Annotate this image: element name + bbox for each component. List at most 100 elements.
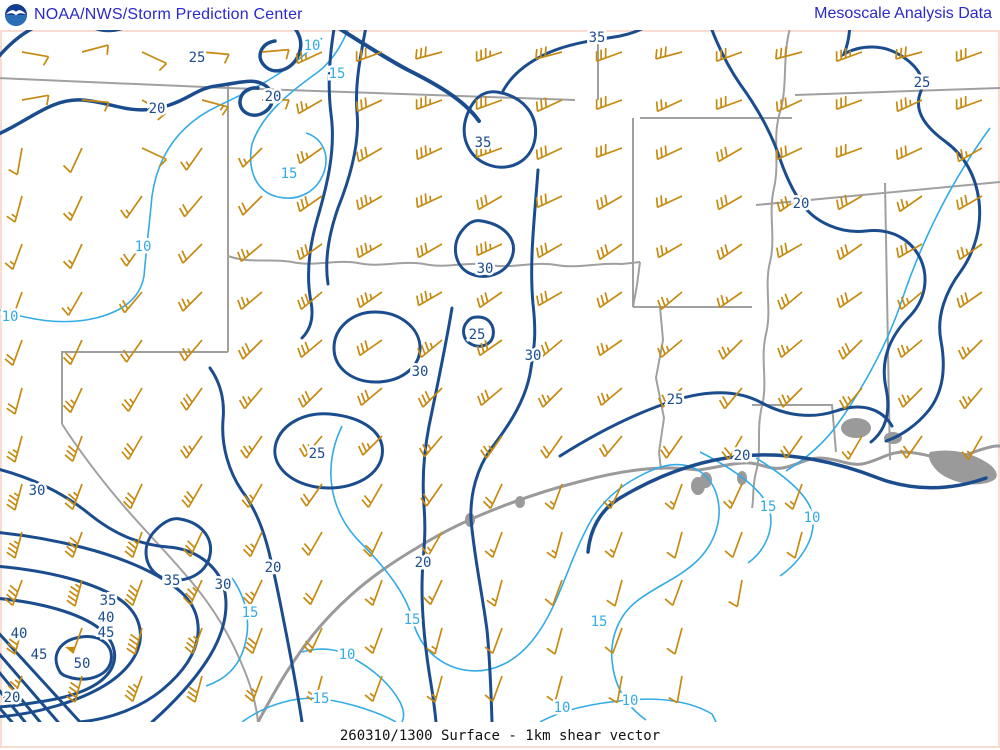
navy-contours <box>0 30 988 722</box>
contour-label-10: 10 <box>339 647 356 663</box>
wind-barb <box>721 435 743 460</box>
wind-barb <box>956 243 983 261</box>
contour-label-15: 15 <box>242 605 259 621</box>
contour-45 <box>0 597 117 709</box>
contour-20 <box>0 79 275 136</box>
wind-barb <box>836 243 863 261</box>
wind-barb <box>415 145 443 161</box>
wind-barb <box>364 675 383 703</box>
wind-barb <box>126 627 143 655</box>
wind-barb <box>124 531 143 559</box>
contour-15 <box>249 30 349 199</box>
coastline <box>256 418 1000 722</box>
wind-barb <box>296 243 323 261</box>
wind-barb <box>122 483 143 510</box>
contour-label-20: 20 <box>265 560 282 576</box>
nm-south-line <box>61 351 228 424</box>
contour-15 <box>205 577 249 687</box>
wind-barb <box>297 387 323 408</box>
contour-30 <box>300 30 336 340</box>
wind-barb <box>62 339 83 366</box>
wind-barb <box>295 51 323 65</box>
wind-barb <box>244 627 263 655</box>
wind-barb <box>480 435 503 459</box>
wind-barb <box>357 387 383 407</box>
wind-barb <box>666 531 683 559</box>
contour-20 <box>0 670 42 722</box>
wind-barb <box>426 675 443 703</box>
wind-barb <box>6 195 23 223</box>
wind-barb <box>602 483 623 510</box>
contour-label-35: 35 <box>164 573 181 589</box>
wind-barb <box>420 483 443 507</box>
wind-barb <box>298 435 323 458</box>
ky-tn-line <box>794 87 1000 96</box>
wind-barb <box>837 339 863 360</box>
wind-barb <box>356 194 383 211</box>
wind-barb <box>141 99 166 121</box>
contour-label-25: 25 <box>189 50 206 66</box>
wind-barb <box>177 243 203 264</box>
wind-barb <box>417 339 443 359</box>
wind-barb <box>895 145 923 161</box>
contour-label-35: 35 <box>589 30 606 46</box>
noaa-brand: NOAA/NWS/Storm Prediction Center <box>4 3 303 27</box>
contour-25 <box>558 391 894 458</box>
wind-barb <box>364 579 383 607</box>
wind-barb <box>62 387 83 414</box>
map-frame: 25 20 20 35 35 25 20 30 25 30 30 25 25 30 30 35 35 40 45 40… <box>0 30 1000 748</box>
wind-barb <box>182 531 203 558</box>
wind-barb <box>21 94 50 106</box>
wind-barb <box>537 339 563 359</box>
noaa-logo-icon <box>5 4 27 26</box>
wind-barb <box>540 435 563 459</box>
wind-barb <box>477 387 503 407</box>
wind-barb <box>897 387 923 408</box>
wind-barb <box>784 483 803 511</box>
contour-30 <box>0 468 228 722</box>
rio-grande <box>61 423 259 722</box>
wind-barb <box>415 95 443 111</box>
contour-label-25: 25 <box>309 446 326 462</box>
wind-barb <box>177 291 203 312</box>
wind-barb <box>897 339 923 359</box>
contour-label-50: 50 <box>74 656 91 672</box>
wind-barb <box>476 339 503 357</box>
wind-barb <box>956 194 983 211</box>
contour-20 <box>420 306 454 722</box>
wind-barb <box>956 147 983 163</box>
contour-25 <box>0 652 60 722</box>
wind-barb <box>777 387 803 408</box>
contour-label-40: 40 <box>11 626 28 642</box>
wind-barb <box>655 46 683 60</box>
map-caption: 260310/1300 Surface - 1km shear vector <box>339 728 661 744</box>
wind-barb <box>657 339 683 359</box>
wind-barb <box>716 291 743 309</box>
wind-barb <box>596 339 623 357</box>
wind-barb <box>4 579 23 607</box>
wind-barb <box>62 243 83 270</box>
wind-barb <box>180 387 203 411</box>
wind-barb <box>237 147 263 168</box>
contour-labels: 2520203535252030253030252530303535404540… <box>0 30 933 719</box>
wind-barb <box>657 387 683 408</box>
contour-25 <box>462 315 495 348</box>
state-borders <box>0 30 1000 722</box>
wind-barb <box>604 531 623 559</box>
contour-30 <box>469 168 540 722</box>
contour-label-25: 25 <box>667 392 684 408</box>
wind-barb <box>484 675 503 703</box>
wind-barb <box>357 435 383 456</box>
wind-barbs <box>4 44 983 704</box>
cyan-contours <box>0 30 991 722</box>
wind-barb <box>595 95 623 111</box>
contour-label-45: 45 <box>98 625 115 641</box>
matagorda-bay <box>515 496 525 508</box>
wind-barb <box>180 147 203 171</box>
wind-barb <box>536 242 563 259</box>
wind-barb <box>836 291 863 309</box>
wind-barb <box>178 339 203 362</box>
wind-barb <box>777 291 803 311</box>
wind-barb <box>422 579 443 606</box>
wind-barb <box>598 435 623 458</box>
